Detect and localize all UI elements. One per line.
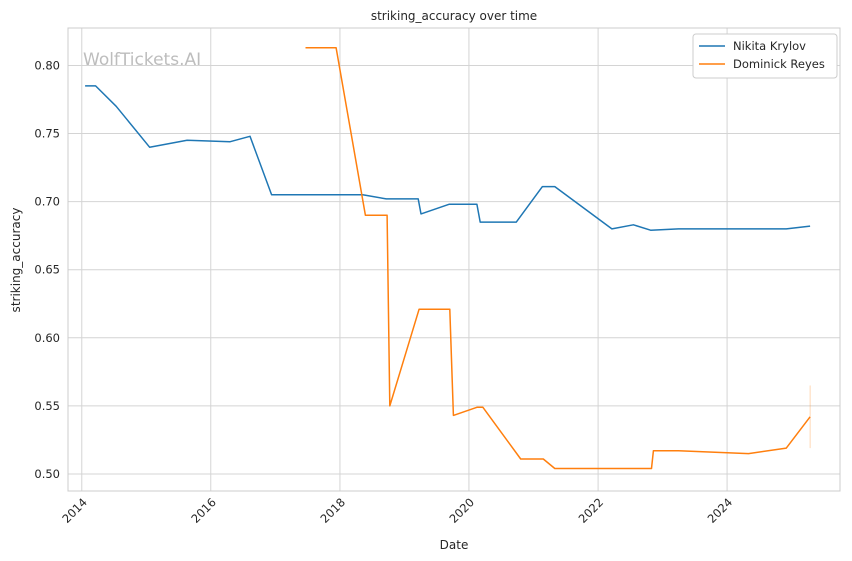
y-tick-label: 0.50: [34, 467, 60, 481]
y-tick-label: 0.55: [34, 399, 60, 413]
grid-lines: [68, 28, 840, 491]
legend-box: [692, 33, 838, 79]
y-tick-label: 0.80: [34, 58, 60, 72]
plot-area: [67, 27, 841, 492]
y-tick-label: 0.65: [34, 263, 60, 277]
series-line: [85, 85, 811, 231]
legend: Nikita Krylov Dominick Reyes: [692, 33, 838, 79]
legend-label: Dominick Reyes: [733, 57, 825, 71]
y-tick-label: 0.75: [34, 127, 60, 141]
chart-title: striking_accuracy over time: [371, 9, 537, 23]
y-tick-labels: 0.50 0.55 0.60 0.65 0.70 0.75 0.80: [34, 58, 60, 481]
watermark: WolfTickets.AI: [83, 50, 201, 70]
series-lines: [85, 46, 811, 470]
y-axis-title: striking_accuracy: [9, 208, 23, 313]
series-line: [305, 46, 811, 470]
legend-label: Nikita Krylov: [733, 39, 806, 53]
y-tick-label: 0.70: [34, 195, 60, 209]
y-tick-label: 0.60: [34, 331, 60, 345]
x-axis-title: Date: [440, 538, 469, 552]
